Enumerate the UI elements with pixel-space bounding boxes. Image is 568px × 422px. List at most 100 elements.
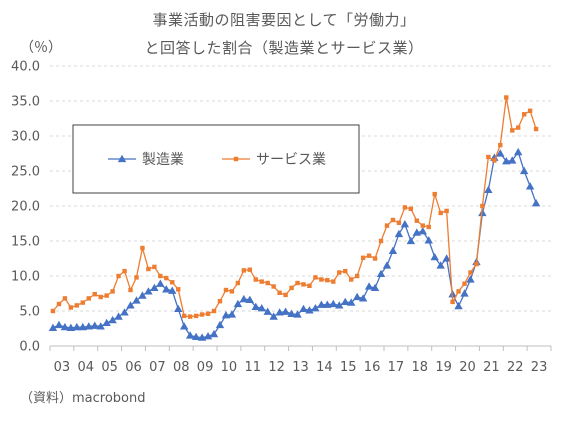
data-point [492, 158, 497, 163]
data-point [504, 95, 509, 100]
data-point [158, 273, 163, 279]
data-point [156, 279, 165, 287]
data-point [414, 218, 420, 223]
data-point [164, 275, 169, 281]
data-point [128, 287, 133, 293]
data-point [92, 292, 97, 297]
y-tick-label: 10.0 [11, 270, 40, 285]
data-point [209, 329, 219, 338]
data-point [152, 264, 157, 270]
data-point [120, 308, 129, 316]
data-point [229, 289, 235, 294]
data-point [293, 310, 302, 318]
data-point [90, 321, 99, 329]
data-point [72, 322, 82, 331]
data-point [335, 301, 344, 309]
data-point [396, 220, 402, 225]
y-tick-label: 30.0 [11, 130, 40, 145]
source-note: （資料）macrobond [20, 391, 146, 406]
data-point [323, 300, 332, 308]
data-point [424, 236, 433, 244]
data-point [170, 280, 175, 285]
data-point [68, 305, 74, 310]
data-point [275, 308, 284, 316]
data-point [56, 301, 62, 307]
data-point [269, 312, 278, 320]
data-point [420, 223, 425, 228]
x-tick-label: 12 [268, 360, 285, 375]
data-point [150, 283, 159, 292]
data-point [474, 261, 479, 267]
x-tick-label: 06 [125, 360, 142, 375]
y-tick-label: 5.0 [19, 305, 40, 320]
data-point [191, 332, 201, 341]
x-tick-label: 10 [221, 360, 238, 375]
data-point [442, 254, 451, 262]
data-point [50, 308, 56, 314]
legend-label-2: サービス業 [256, 152, 326, 168]
data-point [144, 287, 153, 295]
data-point [438, 210, 443, 216]
data-point [253, 277, 258, 282]
data-point [98, 294, 103, 300]
data-point [193, 313, 199, 319]
data-point [508, 156, 517, 164]
data-point [370, 283, 380, 292]
legend-marker-triangle [117, 154, 127, 163]
data-point [450, 299, 455, 305]
data-point [241, 268, 247, 273]
data-point [122, 268, 127, 274]
data-point [301, 282, 306, 287]
data-point [138, 291, 147, 299]
data-point [104, 293, 109, 298]
data-point [313, 275, 318, 280]
data-point [498, 142, 503, 148]
chart-title-line-2: と回答した割合（製造業とサービス業） [144, 39, 424, 57]
data-point [86, 296, 91, 301]
data-point [108, 315, 117, 324]
data-point [430, 252, 439, 261]
x-tick-label: 18 [412, 360, 429, 375]
data-point [233, 299, 243, 308]
data-point [372, 256, 378, 261]
data-point [295, 280, 300, 286]
data-point [305, 306, 314, 314]
data-point [162, 285, 171, 293]
data-point [110, 289, 115, 294]
data-point [502, 157, 511, 165]
data-point [432, 191, 437, 197]
data-point [54, 320, 64, 329]
data-point [263, 307, 272, 315]
data-point [217, 299, 223, 304]
legend-label-1: 製造業 [142, 152, 184, 168]
data-point [168, 286, 177, 294]
data-point [513, 147, 523, 156]
x-tick-label: 19 [435, 360, 452, 375]
data-point [382, 261, 392, 269]
data-point [116, 273, 121, 279]
y-tick-label: 15.0 [11, 235, 40, 250]
data-point [376, 269, 386, 278]
data-point [519, 166, 529, 175]
data-point [181, 313, 187, 319]
data-point [378, 238, 384, 244]
data-point [358, 294, 368, 302]
data-point [390, 217, 396, 223]
data-point [331, 279, 336, 284]
data-point [277, 290, 282, 295]
data-point [531, 199, 541, 207]
data-point [176, 287, 181, 292]
data-point [444, 208, 449, 214]
x-tick-label: 23 [531, 360, 548, 375]
x-tick-label: 09 [197, 360, 214, 375]
data-point [486, 154, 491, 160]
x-tick-label: 07 [149, 360, 166, 375]
x-tick-label: 20 [459, 360, 476, 375]
data-point [259, 279, 264, 284]
data-point [281, 307, 290, 315]
data-point [146, 266, 151, 272]
data-point [78, 322, 88, 331]
data-point [510, 128, 515, 133]
data-point [337, 270, 342, 275]
data-point [80, 300, 86, 305]
